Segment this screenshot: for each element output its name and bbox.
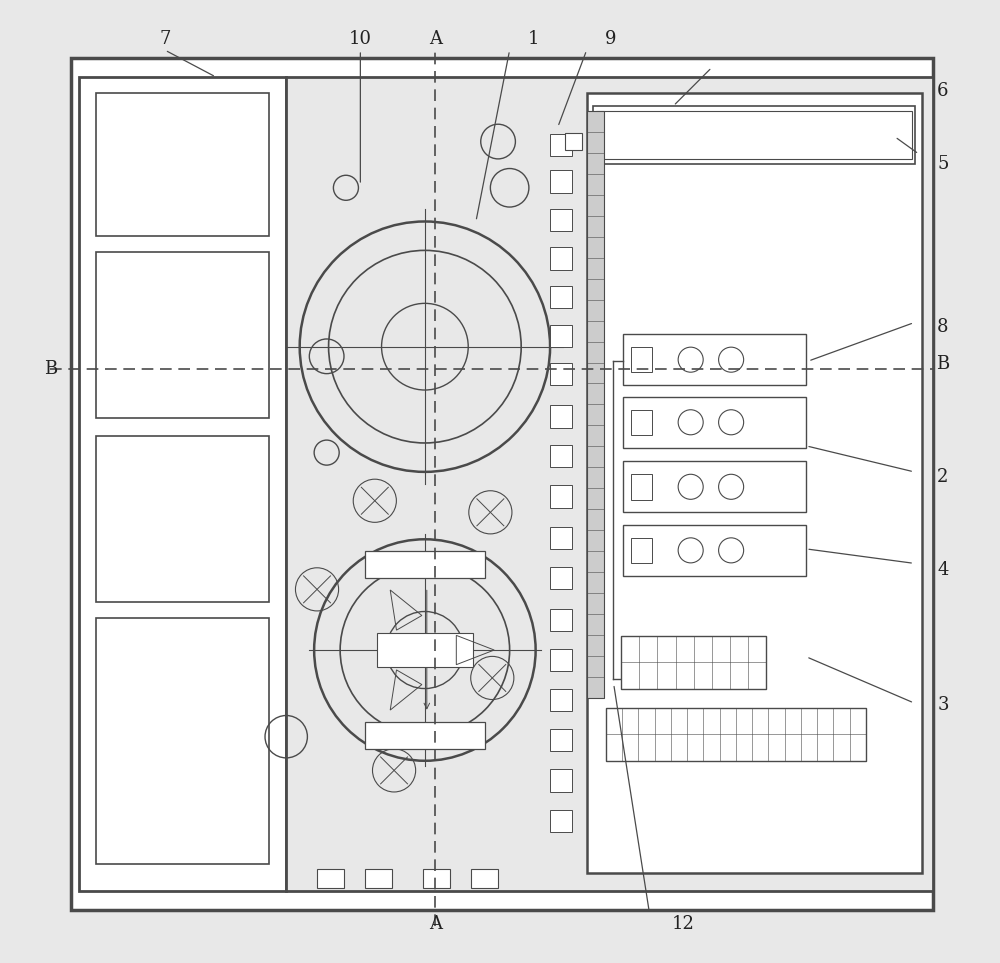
- Bar: [587, 93, 922, 873]
- Bar: [96, 618, 269, 864]
- Text: 9: 9: [605, 30, 616, 47]
- Bar: [550, 769, 572, 792]
- Text: 4: 4: [937, 561, 949, 579]
- Text: 6: 6: [937, 83, 949, 100]
- Bar: [96, 93, 269, 236]
- Bar: [550, 527, 572, 549]
- Bar: [550, 729, 572, 751]
- Bar: [596, 111, 912, 159]
- Text: 3: 3: [937, 696, 949, 714]
- Bar: [286, 77, 933, 891]
- Bar: [317, 869, 344, 888]
- Bar: [550, 810, 572, 832]
- Bar: [365, 551, 485, 578]
- Bar: [550, 363, 572, 385]
- Bar: [550, 286, 572, 308]
- Bar: [550, 609, 572, 631]
- Text: 1: 1: [528, 30, 539, 47]
- Bar: [550, 485, 572, 508]
- Bar: [623, 334, 806, 385]
- Text: A: A: [429, 30, 442, 47]
- Bar: [423, 869, 450, 888]
- Bar: [623, 525, 806, 576]
- Bar: [471, 869, 498, 888]
- Bar: [550, 649, 572, 671]
- Bar: [623, 397, 806, 448]
- Bar: [550, 689, 572, 711]
- Bar: [623, 461, 806, 512]
- Bar: [96, 436, 269, 602]
- Bar: [550, 567, 572, 589]
- Bar: [631, 409, 652, 435]
- Bar: [71, 58, 933, 910]
- Text: 5: 5: [937, 155, 949, 172]
- Bar: [550, 325, 572, 347]
- Bar: [79, 77, 286, 891]
- Text: A: A: [429, 916, 442, 933]
- Bar: [631, 347, 652, 373]
- Bar: [621, 636, 766, 689]
- Bar: [550, 209, 572, 231]
- Text: B: B: [936, 355, 950, 373]
- Bar: [365, 869, 392, 888]
- Bar: [631, 537, 652, 563]
- Bar: [550, 170, 572, 193]
- Bar: [377, 633, 473, 667]
- Bar: [550, 247, 572, 270]
- Bar: [550, 134, 572, 156]
- Text: 8: 8: [937, 319, 949, 336]
- Bar: [631, 474, 652, 500]
- Bar: [593, 106, 915, 164]
- Text: 7: 7: [159, 30, 171, 47]
- Bar: [96, 252, 269, 418]
- Text: 10: 10: [349, 30, 372, 47]
- Bar: [587, 111, 604, 698]
- Bar: [606, 708, 866, 761]
- Text: 12: 12: [672, 916, 694, 933]
- Text: B: B: [44, 360, 57, 377]
- Text: 2: 2: [937, 468, 949, 485]
- Bar: [550, 445, 572, 467]
- Bar: [550, 405, 572, 428]
- Bar: [565, 133, 582, 150]
- Bar: [365, 722, 485, 749]
